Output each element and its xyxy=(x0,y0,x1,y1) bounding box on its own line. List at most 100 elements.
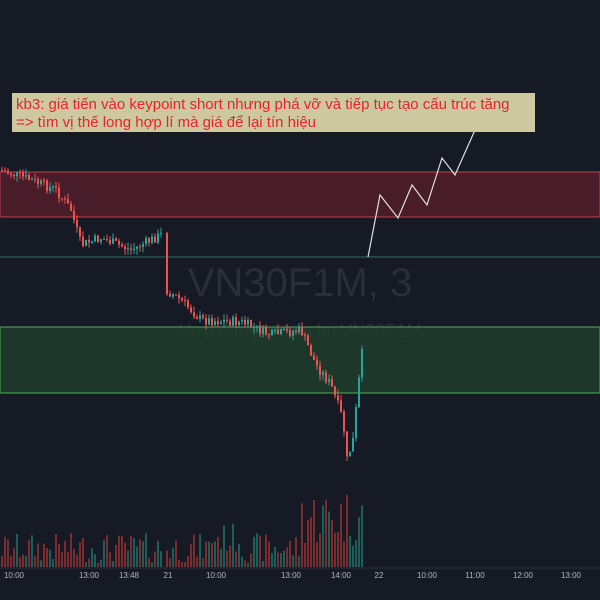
candle-body xyxy=(151,236,153,243)
candle-body xyxy=(28,175,30,180)
volume-bar xyxy=(112,560,114,567)
candle-body xyxy=(58,187,60,199)
candle-body xyxy=(217,321,219,325)
volume-bar xyxy=(232,523,234,567)
volume-bar xyxy=(154,551,156,567)
volume-bar xyxy=(199,534,201,567)
volume-bar xyxy=(55,533,57,567)
candle-body xyxy=(187,300,189,308)
volume-bar xyxy=(16,533,18,567)
volume-bar xyxy=(145,533,147,567)
volume-bar xyxy=(334,532,336,567)
candle-body xyxy=(136,246,138,249)
candle-body xyxy=(166,233,168,294)
volume-bar xyxy=(325,499,327,567)
volume-bar xyxy=(121,536,123,567)
volume-bar xyxy=(85,562,87,567)
volume-bar xyxy=(235,551,237,567)
candle-body xyxy=(202,315,204,318)
volume-bar xyxy=(319,533,321,567)
candle-body xyxy=(76,220,78,228)
candle-body xyxy=(34,178,36,180)
volume-bar xyxy=(13,548,15,567)
candle-body xyxy=(52,186,54,188)
volume-bar xyxy=(100,559,102,567)
candle-body xyxy=(325,372,327,383)
volume-bar xyxy=(304,542,306,567)
candle-body xyxy=(130,248,132,250)
candle-body xyxy=(184,300,186,302)
volume-bar xyxy=(220,548,222,567)
candle-body xyxy=(100,239,102,242)
candle-body xyxy=(298,326,300,332)
volume-bar xyxy=(214,541,216,567)
candle-body xyxy=(7,170,9,174)
candle-body xyxy=(271,329,273,336)
candle-body xyxy=(121,244,123,247)
volume-bar xyxy=(118,535,120,567)
volume-bar xyxy=(34,555,36,567)
volume-bar xyxy=(193,534,195,567)
time-label: 13:00 xyxy=(561,571,582,580)
volume-bar xyxy=(115,544,117,567)
candle-body xyxy=(67,199,69,204)
candle-body xyxy=(70,203,72,211)
candle-body xyxy=(322,372,324,375)
candle-body xyxy=(31,178,33,180)
candle-body xyxy=(199,315,201,320)
candle-body xyxy=(124,246,126,250)
volume-bar xyxy=(277,552,279,567)
volume-bar xyxy=(31,535,33,567)
candle-body xyxy=(25,175,27,177)
volume-bar xyxy=(322,505,324,567)
time-label: 14:00 xyxy=(331,571,352,580)
candle-body xyxy=(175,294,177,296)
volume-bar xyxy=(283,550,285,567)
volume-bar xyxy=(274,547,276,567)
volume-bar xyxy=(328,511,330,567)
volume-bar xyxy=(109,552,111,567)
resistance-zone xyxy=(0,171,600,218)
time-label: 10:00 xyxy=(417,571,438,580)
candle-body xyxy=(295,330,297,332)
candle-body xyxy=(304,335,306,337)
candle-body xyxy=(214,321,216,326)
watermark-symbol: VN30F1M, 3 xyxy=(188,261,413,305)
candle-body xyxy=(91,241,93,243)
candle-body xyxy=(139,246,141,248)
volume-bar xyxy=(313,499,315,567)
time-label: 13:00 xyxy=(281,571,302,580)
volume-bar xyxy=(355,539,357,567)
volume-bar xyxy=(265,534,267,567)
volume-bar xyxy=(73,548,75,567)
volume-bar xyxy=(343,541,345,567)
volume-bar xyxy=(349,536,351,567)
volume-bar xyxy=(256,533,258,567)
candle-body xyxy=(337,395,339,401)
volume-bar xyxy=(148,557,150,567)
projection-path xyxy=(367,102,488,258)
volume-bar xyxy=(97,562,99,567)
volume-bar xyxy=(103,540,105,567)
candle-body xyxy=(253,326,255,328)
candle-body xyxy=(310,345,312,356)
candle-body xyxy=(73,210,75,221)
candle-body xyxy=(205,317,207,325)
volume-bar xyxy=(40,560,42,567)
volume-bar xyxy=(106,535,108,567)
volume-bar xyxy=(301,503,303,567)
candle-body xyxy=(241,319,243,322)
candle-body xyxy=(301,326,303,336)
candle-body xyxy=(247,320,249,325)
time-label: 13:48 xyxy=(119,571,140,580)
volume-bar xyxy=(238,543,240,567)
candle-body xyxy=(64,198,66,200)
volume-bar xyxy=(22,554,24,567)
volume-bar xyxy=(226,550,228,567)
candle-body xyxy=(145,238,147,245)
volume-bar xyxy=(337,532,339,567)
candle-body xyxy=(232,317,234,326)
candle-body xyxy=(313,355,315,360)
candle-body xyxy=(190,307,192,313)
volume-bar xyxy=(124,542,126,567)
